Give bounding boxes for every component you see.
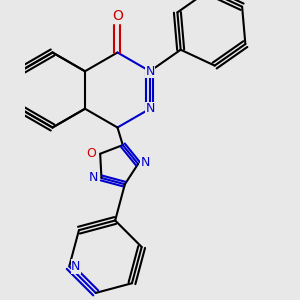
Text: N: N	[145, 102, 154, 115]
Text: O: O	[86, 147, 96, 160]
Text: N: N	[71, 260, 81, 273]
Text: O: O	[112, 8, 123, 22]
Text: N: N	[89, 172, 98, 184]
Text: N: N	[141, 156, 150, 170]
Text: N: N	[145, 65, 154, 78]
